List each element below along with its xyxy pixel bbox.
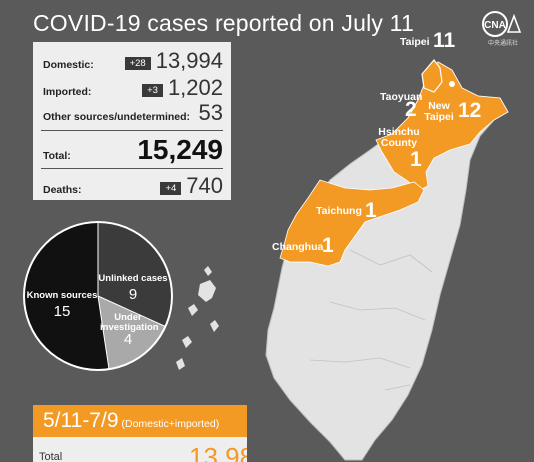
- taiwan-map: [176, 59, 509, 461]
- summary-total-label: Total: [39, 451, 63, 462]
- islet: [182, 336, 192, 348]
- region-label-hsinchu-county: Hsinchu County: [378, 126, 420, 149]
- cna-logo-icon: CNA: [482, 11, 522, 37]
- region-count-taipei: 11: [433, 29, 456, 52]
- sources-pie-chart: [23, 221, 173, 371]
- district-lines: [309, 214, 433, 391]
- total-row: Total: 15,249: [43, 134, 223, 166]
- domestic-value: 13,994: [155, 48, 223, 73]
- total-value: 15,249: [137, 134, 223, 165]
- pie-label-unlinked: Unlinked cases 9: [98, 273, 168, 303]
- summary-box: 5/11-7/9 (Domestic+imported) Total 13,98…: [33, 405, 247, 462]
- pie-label-under-investigation: Under investigation 4: [100, 312, 159, 348]
- stats-panel: Domestic: +28 13,994 Imported: +3 1,202 …: [33, 42, 231, 200]
- domestic-change-badge: +28: [124, 57, 151, 70]
- region-count-taichung: 1: [365, 199, 377, 222]
- pie-outline: [23, 221, 173, 371]
- total-label: Total:: [43, 150, 71, 162]
- domestic-row: Domestic: +28 13,994: [43, 48, 223, 74]
- summary-total-value: 13,986: [189, 442, 247, 462]
- other-row: Other sources/undetermined: 53: [43, 100, 223, 126]
- islet: [176, 358, 185, 370]
- cna-logo: CNA 中央通訊社: [481, 10, 525, 47]
- pie-unlinked-label: Unlinked cases: [98, 273, 168, 284]
- deaths-value: 740: [186, 173, 223, 198]
- summary-header: 5/11-7/9 (Domestic+imported): [33, 405, 247, 437]
- pie-label-known: Known sources 15: [23, 290, 101, 320]
- region-count-taoyuan: 2: [405, 98, 417, 121]
- cna-logo-text: CNA: [484, 20, 506, 31]
- domestic-label: Domestic:: [43, 59, 94, 71]
- islet: [188, 304, 198, 316]
- summary-note: (Domestic+imported): [121, 418, 220, 430]
- region-label-changhua: Changhua: [272, 241, 324, 253]
- pie-slice-under-investigation: [98, 296, 166, 370]
- divider: [41, 130, 223, 131]
- imported-change-badge: +3: [142, 84, 163, 97]
- northern-highlight-region: [375, 61, 509, 191]
- taiwan-island-shape: [265, 61, 509, 461]
- region-count-new-taipei: 12: [458, 99, 482, 122]
- region-count-hsinchu-county: 1: [410, 148, 422, 171]
- imported-row: Imported: +3 1,202: [43, 75, 223, 101]
- pie-under-investigation-label: Under investigation: [100, 312, 159, 333]
- region-label-taipei: Taipei: [400, 36, 430, 48]
- imported-value: 1,202: [167, 75, 223, 100]
- pie-known-value: 15: [53, 303, 71, 320]
- divider: [41, 168, 223, 169]
- central-highlight-region: [279, 179, 425, 267]
- islet: [210, 320, 219, 332]
- other-label: Other sources/undetermined:: [43, 111, 191, 123]
- taipei-region: [421, 59, 443, 93]
- pie-separators: [97, 222, 166, 370]
- region-label-taichung: Taichung: [316, 205, 362, 217]
- pie-unlinked-value: 9: [128, 286, 138, 303]
- page-title: COVID-19 cases reported on July 11: [33, 10, 414, 36]
- deaths-change-badge: +4: [160, 182, 182, 195]
- deaths-row: Deaths: +4 740: [43, 173, 223, 199]
- pie-under-investigation-value: 4: [123, 331, 133, 348]
- region-count-changhua: 1: [322, 234, 334, 257]
- imported-label: Imported:: [43, 86, 92, 98]
- pie-known-label: Known sources: [26, 290, 98, 301]
- penghu-island: [198, 280, 216, 302]
- deaths-label: Deaths:: [43, 184, 82, 196]
- region-label-new-taipei: New Taipei: [424, 100, 454, 123]
- taipei-marker: [449, 81, 455, 87]
- region-label-taoyuan: Taoyuan: [380, 91, 423, 103]
- other-value: 53: [198, 100, 223, 125]
- islet: [204, 266, 212, 276]
- summary-date-range: 5/11-7/9: [43, 409, 119, 432]
- cna-logo-caption: 中央通訊社: [487, 41, 518, 47]
